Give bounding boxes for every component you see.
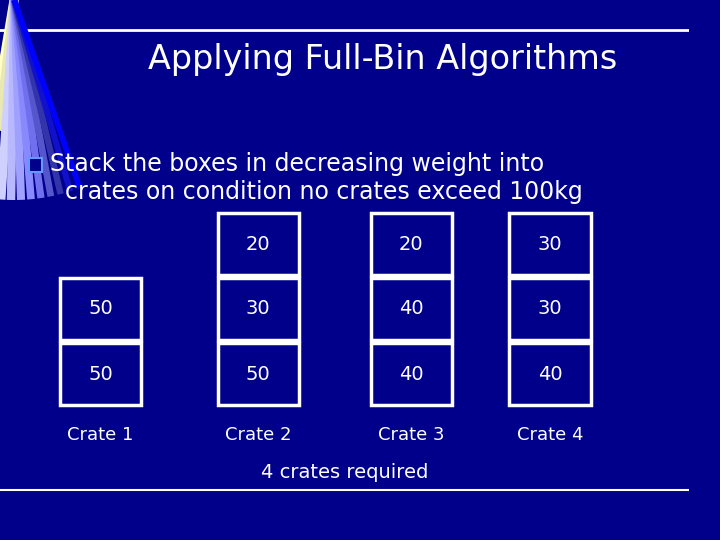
Text: 40: 40	[399, 364, 423, 383]
Bar	[60, 278, 141, 340]
Bar	[509, 213, 590, 275]
Text: 30: 30	[538, 234, 562, 253]
Text: 50: 50	[88, 364, 113, 383]
Text: 50: 50	[246, 364, 271, 383]
Text: Stack the boxes in decreasing weight into: Stack the boxes in decreasing weight int…	[50, 152, 544, 176]
Bar	[60, 343, 141, 405]
Text: 40: 40	[399, 300, 423, 319]
Text: 4 crates required: 4 crates required	[261, 462, 428, 482]
Bar	[509, 278, 590, 340]
Text: crates on condition no crates exceed 100kg: crates on condition no crates exceed 100…	[50, 180, 582, 204]
Text: Applying Full-Bin Algorithms: Applying Full-Bin Algorithms	[148, 44, 618, 77]
Bar	[217, 343, 299, 405]
Bar	[217, 278, 299, 340]
Text: 40: 40	[538, 364, 562, 383]
Text: 20: 20	[246, 234, 271, 253]
Text: 30: 30	[246, 300, 271, 319]
Text: 50: 50	[88, 300, 113, 319]
Bar	[29, 158, 42, 172]
Bar	[371, 278, 452, 340]
Bar	[371, 213, 452, 275]
Bar	[217, 213, 299, 275]
Text: Crate 1: Crate 1	[67, 426, 134, 444]
Text: Crate 3: Crate 3	[378, 426, 444, 444]
Bar	[509, 343, 590, 405]
Text: 20: 20	[399, 234, 423, 253]
Text: Crate 2: Crate 2	[225, 426, 292, 444]
Bar	[371, 343, 452, 405]
Text: Crate 4: Crate 4	[517, 426, 583, 444]
Text: 30: 30	[538, 300, 562, 319]
